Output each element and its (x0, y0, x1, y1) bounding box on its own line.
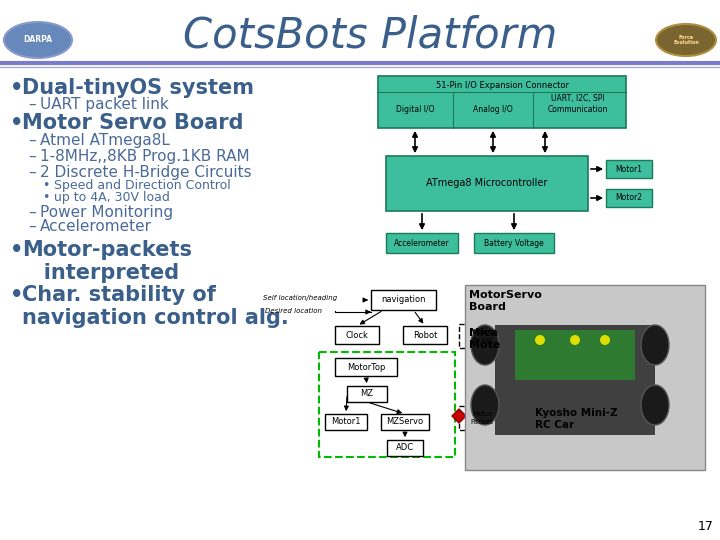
Text: –: – (28, 97, 35, 112)
Text: Motor
Packet: Motor Packet (471, 411, 493, 424)
Text: Clock: Clock (346, 330, 369, 340)
Text: •: • (10, 113, 23, 133)
FancyBboxPatch shape (335, 326, 379, 344)
Text: 17: 17 (698, 520, 714, 533)
Text: –: – (28, 133, 35, 148)
FancyBboxPatch shape (325, 414, 367, 430)
Text: 2 Discrete H-Bridge Circuits: 2 Discrete H-Bridge Circuits (40, 165, 251, 180)
FancyBboxPatch shape (474, 233, 554, 253)
Ellipse shape (570, 335, 580, 345)
Text: MZ: MZ (361, 389, 374, 399)
Text: Motor1: Motor1 (331, 417, 361, 427)
Text: CotsBots Platform: CotsBots Platform (183, 15, 557, 57)
Text: MotorTop: MotorTop (347, 362, 385, 372)
Text: Atmel ATmega8L: Atmel ATmega8L (40, 133, 170, 148)
FancyBboxPatch shape (606, 189, 652, 207)
FancyBboxPatch shape (387, 440, 423, 456)
FancyBboxPatch shape (459, 406, 505, 430)
Ellipse shape (656, 24, 716, 56)
FancyBboxPatch shape (465, 285, 705, 470)
Text: Speed and Direction Control: Speed and Direction Control (54, 179, 230, 192)
Text: •: • (42, 179, 50, 192)
Text: Motor2: Motor2 (616, 193, 642, 202)
Text: ATmega8 Microcontroller: ATmega8 Microcontroller (426, 179, 548, 188)
Text: Force
Evolution: Force Evolution (673, 35, 699, 45)
Text: UART packet link: UART packet link (40, 97, 168, 112)
Text: Dual-tinyOS system: Dual-tinyOS system (22, 78, 254, 98)
FancyBboxPatch shape (495, 325, 655, 435)
Text: Motor Servo Board: Motor Servo Board (22, 113, 243, 133)
Text: Char. stability of
navigation control alg.: Char. stability of navigation control al… (22, 285, 289, 328)
Text: 1-8MHz,,8KB Prog.1KB RAM: 1-8MHz,,8KB Prog.1KB RAM (40, 149, 250, 164)
Text: Motor-packets
   interpreted: Motor-packets interpreted (22, 240, 192, 283)
Text: navigation: navigation (382, 295, 426, 305)
FancyBboxPatch shape (381, 414, 429, 430)
Text: •: • (42, 191, 50, 204)
Text: –: – (28, 165, 35, 180)
Text: Power Monitoring: Power Monitoring (40, 205, 173, 220)
Text: •: • (10, 240, 23, 260)
Text: Robot: Robot (413, 330, 437, 340)
Ellipse shape (535, 335, 545, 345)
Text: –: – (28, 219, 35, 234)
Ellipse shape (641, 385, 669, 425)
Text: Desired location: Desired location (265, 308, 322, 314)
Ellipse shape (641, 325, 669, 365)
Text: Kyosho Mini-Z
RC Car: Kyosho Mini-Z RC Car (535, 408, 618, 430)
Text: •: • (10, 285, 23, 305)
FancyBboxPatch shape (386, 233, 458, 253)
Text: Motor
Packet: Motor Packet (471, 329, 493, 342)
Text: Self location/heading: Self location/heading (263, 295, 337, 301)
Text: Mica
Mote: Mica Mote (469, 328, 500, 349)
Text: Battery Voltage: Battery Voltage (484, 239, 544, 247)
Text: MZServo: MZServo (387, 417, 423, 427)
Text: –: – (28, 205, 35, 220)
Text: Accelerometer: Accelerometer (40, 219, 152, 234)
FancyBboxPatch shape (347, 386, 387, 402)
Text: Analog I/O: Analog I/O (473, 105, 513, 114)
Ellipse shape (471, 385, 499, 425)
Text: Motor1: Motor1 (616, 165, 642, 173)
Text: 51-Pin I/O Expansion Connector: 51-Pin I/O Expansion Connector (436, 80, 569, 90)
Text: Accelerometer: Accelerometer (394, 239, 450, 247)
Text: DARPA: DARPA (24, 36, 53, 44)
FancyBboxPatch shape (319, 352, 455, 457)
Ellipse shape (4, 22, 72, 58)
FancyBboxPatch shape (386, 156, 588, 211)
Ellipse shape (600, 335, 610, 345)
FancyBboxPatch shape (459, 324, 505, 348)
Ellipse shape (471, 325, 499, 365)
Text: ADC: ADC (396, 443, 414, 453)
Text: UART, I2C, SPI
Communication: UART, I2C, SPI Communication (548, 94, 608, 114)
FancyBboxPatch shape (403, 326, 447, 344)
FancyBboxPatch shape (378, 76, 626, 128)
Text: •: • (10, 78, 23, 98)
FancyBboxPatch shape (606, 160, 652, 178)
Text: –: – (28, 149, 35, 164)
Text: up to 4A, 30V load: up to 4A, 30V load (54, 191, 170, 204)
FancyBboxPatch shape (335, 358, 397, 376)
Polygon shape (452, 409, 466, 423)
FancyBboxPatch shape (371, 290, 436, 310)
Text: Digital I/O: Digital I/O (396, 105, 434, 114)
Text: MotorServo
Board: MotorServo Board (469, 290, 542, 312)
FancyBboxPatch shape (515, 330, 635, 380)
